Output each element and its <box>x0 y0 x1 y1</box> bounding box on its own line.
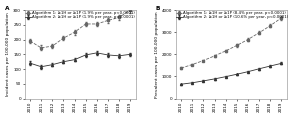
Legend: Algorithm 1: ≥1H or ≥1P (1.9% per year, p<0.0001), Algorithm 2: ≥1H or ≥1P (1.9%: Algorithm 1: ≥1H or ≥1P (1.9% per year, … <box>25 11 136 20</box>
Text: B: B <box>156 6 160 11</box>
Y-axis label: Prevalent cases per 100,000 population: Prevalent cases per 100,000 population <box>155 11 159 98</box>
Text: A: A <box>4 6 9 11</box>
Legend: Algorithm 1: ≥1H or ≥1P (8.4% per year, p<0.0001), Algorithm 2: ≥1H or ≥1P (10.6: Algorithm 1: ≥1H or ≥1P (8.4% per year, … <box>176 11 289 20</box>
Y-axis label: Incident cases per 100,000 population: Incident cases per 100,000 population <box>7 13 10 96</box>
